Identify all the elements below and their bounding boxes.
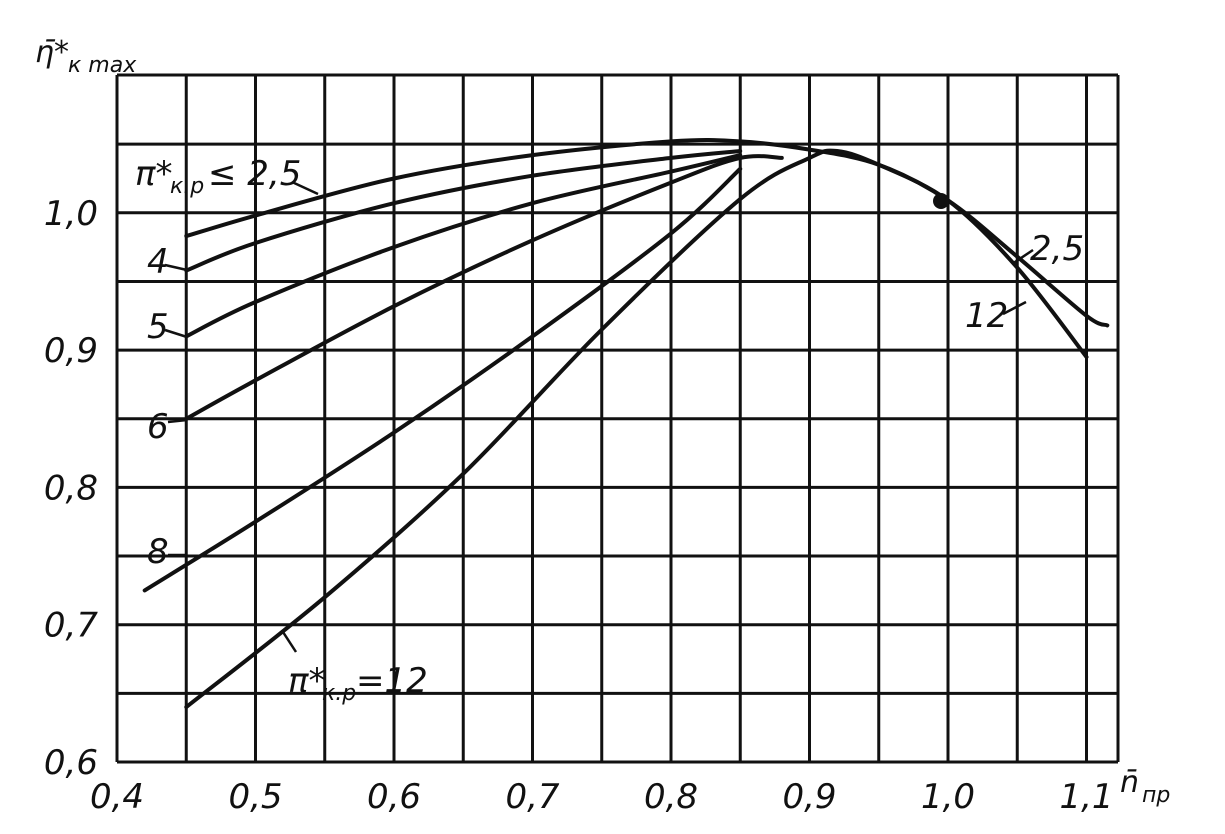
- curve-label-2-5-right: 2,5: [1030, 229, 1084, 269]
- y-tick-label: 0,8: [44, 468, 98, 508]
- y-tick-label: 0,6: [44, 743, 98, 783]
- svg-text:≤ 2,5: ≤ 2,5: [208, 154, 301, 194]
- x-tick-label: 0,7: [505, 777, 559, 817]
- series-line-4: [142, 166, 743, 593]
- leader-line-4: [164, 263, 188, 272]
- curve-label-6: 6: [147, 407, 169, 447]
- series-line-0: [184, 137, 1110, 328]
- y-tick-label: 0,9: [44, 331, 98, 371]
- x-tick-label: 0,4: [90, 777, 144, 817]
- curve-label-8: 8: [147, 532, 169, 572]
- svg-text:π*: π*: [135, 154, 172, 194]
- svg-text:π*: π*: [288, 661, 325, 701]
- curve-label-4: 4: [147, 242, 169, 282]
- intersection-marker: [933, 193, 949, 209]
- leader-line-12-bottom: [281, 631, 298, 653]
- series-line-5: [184, 148, 1089, 710]
- x-tick-label: 0,6: [367, 777, 421, 817]
- leader-line-5: [164, 328, 188, 339]
- curve-label-5: 5: [147, 307, 169, 347]
- leader-line-2-5-left: [291, 180, 319, 196]
- x-axis-title: n̄: [1120, 765, 1139, 800]
- leader-line-2-5-right: [1011, 248, 1034, 266]
- svg-text:к.р: к.р: [322, 681, 356, 706]
- x-tick-label: 1,1: [1059, 777, 1113, 817]
- series-line-2: [184, 153, 743, 339]
- svg-text:=12: =12: [356, 661, 428, 701]
- curve-label-2-5-left: π* к.р ≤ 2,5: [135, 154, 301, 199]
- series-line-3: [184, 154, 784, 421]
- y-tick-label: 0,7: [44, 606, 98, 646]
- svg-text:к.р: к.р: [170, 174, 204, 199]
- chart-curves: [142, 137, 1110, 710]
- curve-label-12-right: 12: [965, 296, 1008, 336]
- x-tick-label: 0,9: [782, 777, 836, 817]
- curve-label-12-bottom: π* к.р =12: [288, 661, 428, 706]
- tick-labels: 0,4 0,5 0,6 0,7 0,8 0,9 1,0 1,1 0,6 0,7 0,8 0,9 1,0: [44, 194, 1114, 817]
- x-axis-title-subscript: пр: [1142, 783, 1170, 808]
- leader-line-12-right: [1002, 300, 1027, 316]
- x-tick-label: 1,0: [921, 777, 975, 817]
- x-tick-label: 0,5: [228, 777, 282, 817]
- x-tick-label: 0,8: [644, 777, 698, 817]
- y-axis-title: η̄*: [35, 35, 69, 70]
- leader-line-6: [167, 418, 188, 424]
- y-axis-title-subscript: к max: [68, 53, 137, 78]
- series-line-1: [184, 149, 743, 273]
- y-tick-label: 1,0: [44, 194, 98, 234]
